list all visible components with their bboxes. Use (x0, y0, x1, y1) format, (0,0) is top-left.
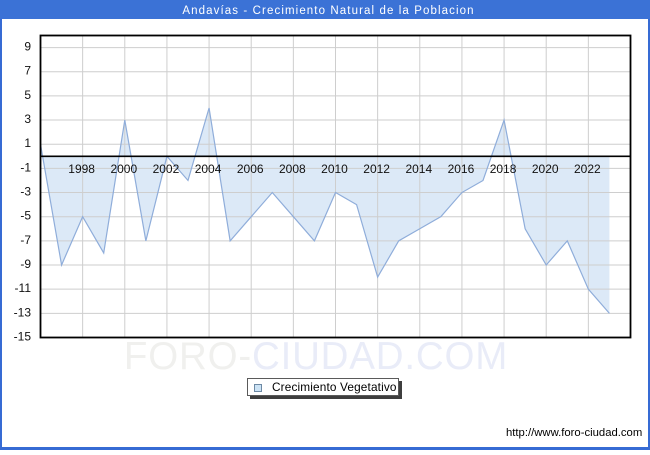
svg-text:-13: -13 (14, 305, 32, 319)
svg-text:2016: 2016 (448, 162, 475, 176)
svg-text:1998: 1998 (68, 162, 95, 176)
svg-text:2006: 2006 (237, 162, 264, 176)
svg-text:2022: 2022 (574, 162, 601, 176)
svg-text:2012: 2012 (363, 162, 390, 176)
svg-text:-9: -9 (20, 257, 31, 271)
svg-text:9: 9 (24, 40, 31, 54)
svg-text:2020: 2020 (532, 162, 559, 176)
svg-text:-11: -11 (15, 281, 32, 295)
svg-text:-5: -5 (20, 209, 31, 223)
svg-text:2000: 2000 (110, 162, 137, 176)
svg-text:7: 7 (24, 64, 31, 78)
svg-text:3: 3 (24, 112, 31, 126)
svg-text:-1: -1 (20, 160, 31, 174)
svg-text:2010: 2010 (321, 162, 348, 176)
svg-text:2014: 2014 (405, 162, 432, 176)
svg-text:2002: 2002 (153, 162, 180, 176)
svg-text:5: 5 (24, 88, 31, 102)
svg-text:-7: -7 (20, 233, 31, 247)
svg-text:1: 1 (24, 136, 31, 150)
svg-text:-3: -3 (20, 185, 31, 199)
svg-text:2008: 2008 (279, 162, 306, 176)
svg-text:-15: -15 (14, 330, 32, 344)
svg-text:2004: 2004 (195, 162, 222, 176)
svg-text:2018: 2018 (490, 162, 517, 176)
